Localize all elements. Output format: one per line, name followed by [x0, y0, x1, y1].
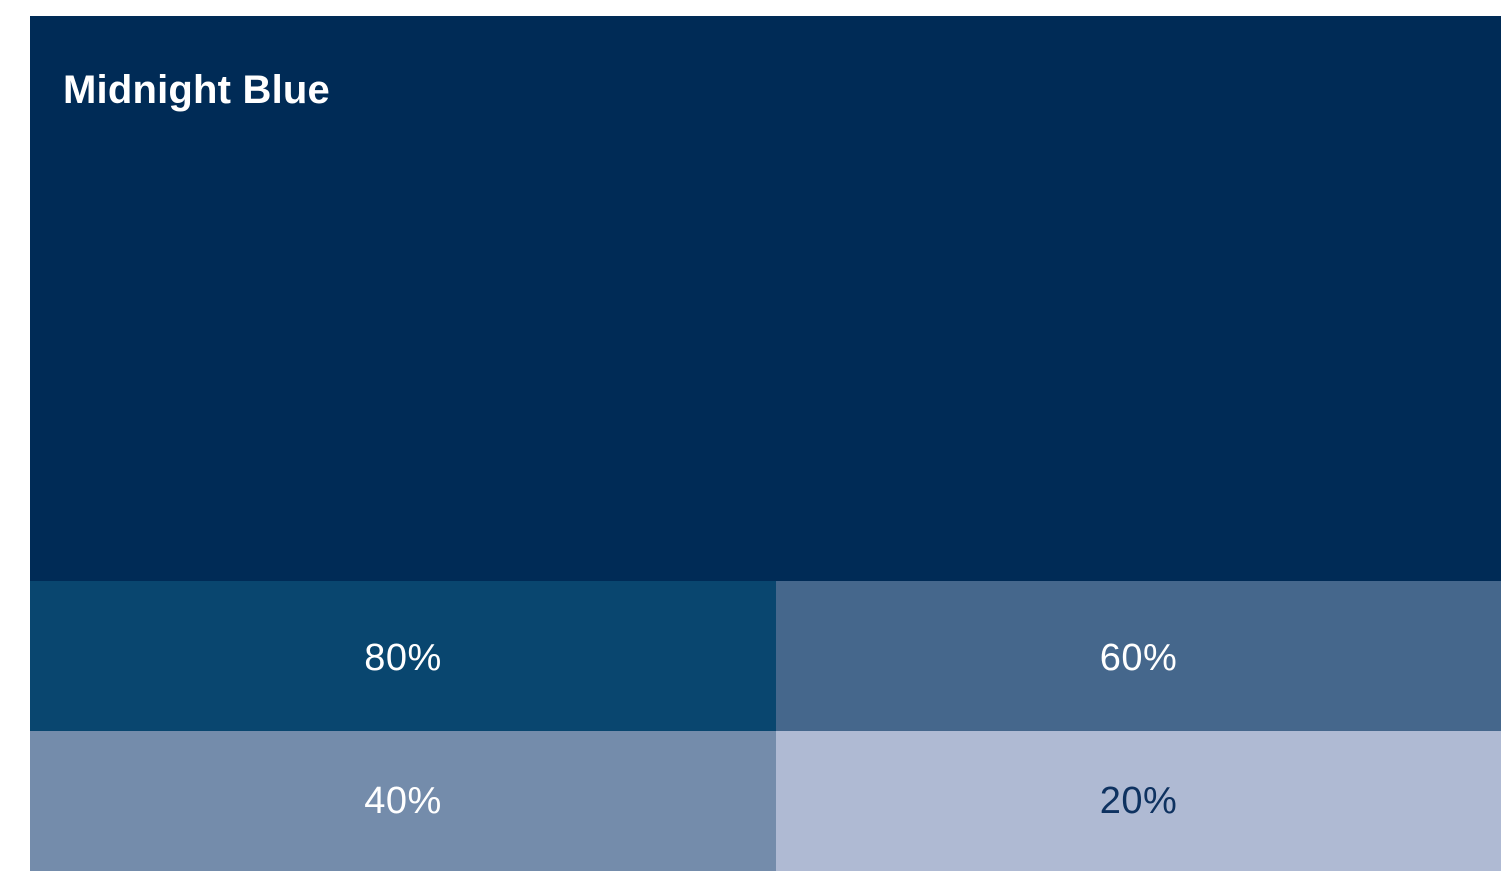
color-swatch-card: Midnight Blue 80% 60% 40% 20% — [30, 16, 1501, 871]
tint-grid: 80% 60% 40% 20% — [30, 581, 1501, 871]
tint-label-40: 40% — [364, 779, 442, 822]
tint-swatch-20: 20% — [776, 731, 1501, 871]
tint-swatch-80: 80% — [30, 581, 776, 731]
tint-label-80: 80% — [364, 636, 442, 679]
swatch-name: Midnight Blue — [63, 68, 330, 112]
tint-label-60: 60% — [1099, 636, 1178, 679]
main-color-swatch: Midnight Blue — [30, 16, 1501, 581]
tint-label-20: 20% — [1099, 779, 1178, 822]
tint-swatch-60: 60% — [776, 581, 1501, 731]
tint-swatch-40: 40% — [30, 731, 776, 871]
